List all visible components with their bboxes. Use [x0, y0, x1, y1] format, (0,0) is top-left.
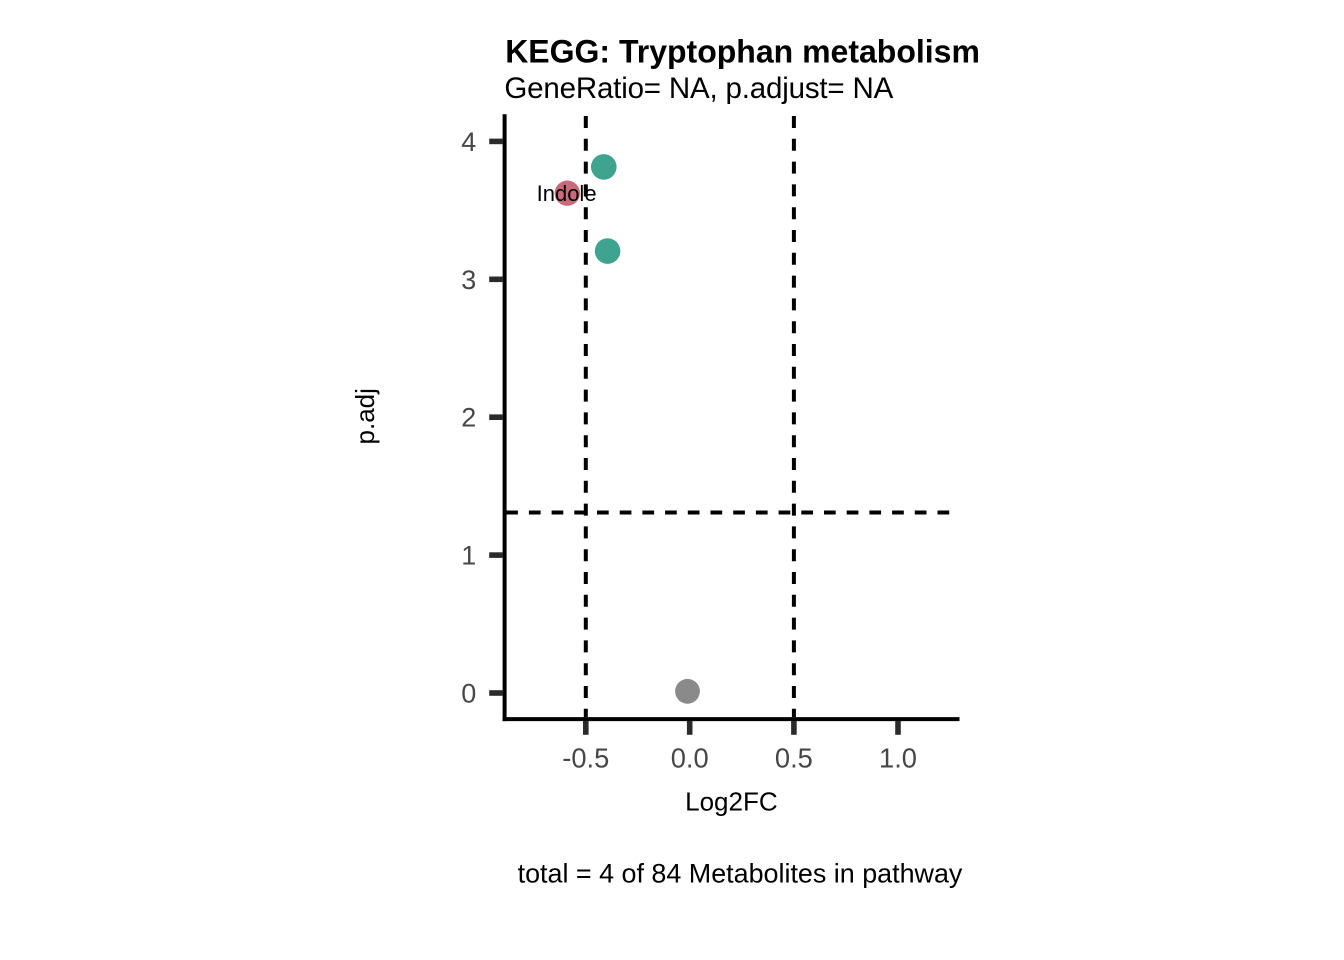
svg-text:total = 4 of 84 Metabolites in: total = 4 of 84 Metabolites in pathway	[518, 859, 963, 889]
svg-text:GeneRatio= NA, p.adjust= NA: GeneRatio= NA, p.adjust= NA	[504, 72, 893, 105]
svg-text:4: 4	[461, 127, 476, 157]
svg-text:0: 0	[461, 679, 476, 709]
svg-text:0.5: 0.5	[775, 742, 813, 773]
svg-text:Indole: Indole	[537, 181, 597, 206]
svg-text:1: 1	[461, 541, 476, 571]
svg-text:0.0: 0.0	[671, 742, 709, 773]
svg-text:3: 3	[461, 265, 476, 295]
svg-text:-0.5: -0.5	[562, 742, 609, 773]
svg-text:2: 2	[461, 403, 476, 433]
svg-text:Log2FC: Log2FC	[685, 787, 778, 817]
svg-text:1.0: 1.0	[879, 742, 917, 773]
svg-text:KEGG: Tryptophan metabolism: KEGG: Tryptophan metabolism	[505, 33, 980, 69]
svg-text:p.adj: p.adj	[350, 388, 380, 444]
